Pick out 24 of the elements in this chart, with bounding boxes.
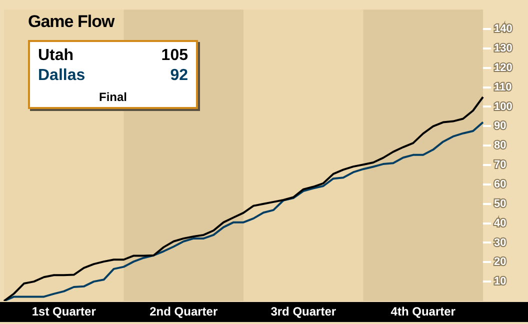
x-tick-label: 1st Quarter: [32, 304, 96, 319]
chart-title: Game Flow: [28, 12, 114, 32]
annotation: 92: [170, 66, 188, 86]
y-tick-label: 130: [494, 42, 512, 54]
x-tick-label: 3rd Quarter: [270, 304, 336, 319]
y-tick-label: 20: [494, 256, 506, 268]
y-tick-label: 140: [494, 23, 512, 36]
y-tick-label: 110: [494, 81, 512, 94]
x-tick-label: 4th Quarter: [390, 304, 456, 319]
annotation: Final: [98, 90, 128, 104]
y-tick-label: 40: [494, 217, 506, 230]
y-tick-label: 30: [494, 236, 506, 249]
y-tick-label: 60: [494, 178, 506, 190]
y-tick-label: 10: [494, 276, 506, 288]
annotation: 105: [161, 46, 188, 66]
y-tick-label: 120: [494, 62, 512, 74]
text: Dallas: [38, 66, 86, 86]
y-tick-label: 70: [494, 159, 506, 172]
y-tick-label: 80: [494, 140, 506, 152]
y-tick-label: 90: [494, 120, 506, 132]
text: Utah: [38, 46, 74, 66]
y-tick-label: 100: [494, 100, 512, 113]
x-tick-label: 2nd Quarter: [150, 304, 218, 319]
y-tick-label: 50: [494, 198, 506, 210]
